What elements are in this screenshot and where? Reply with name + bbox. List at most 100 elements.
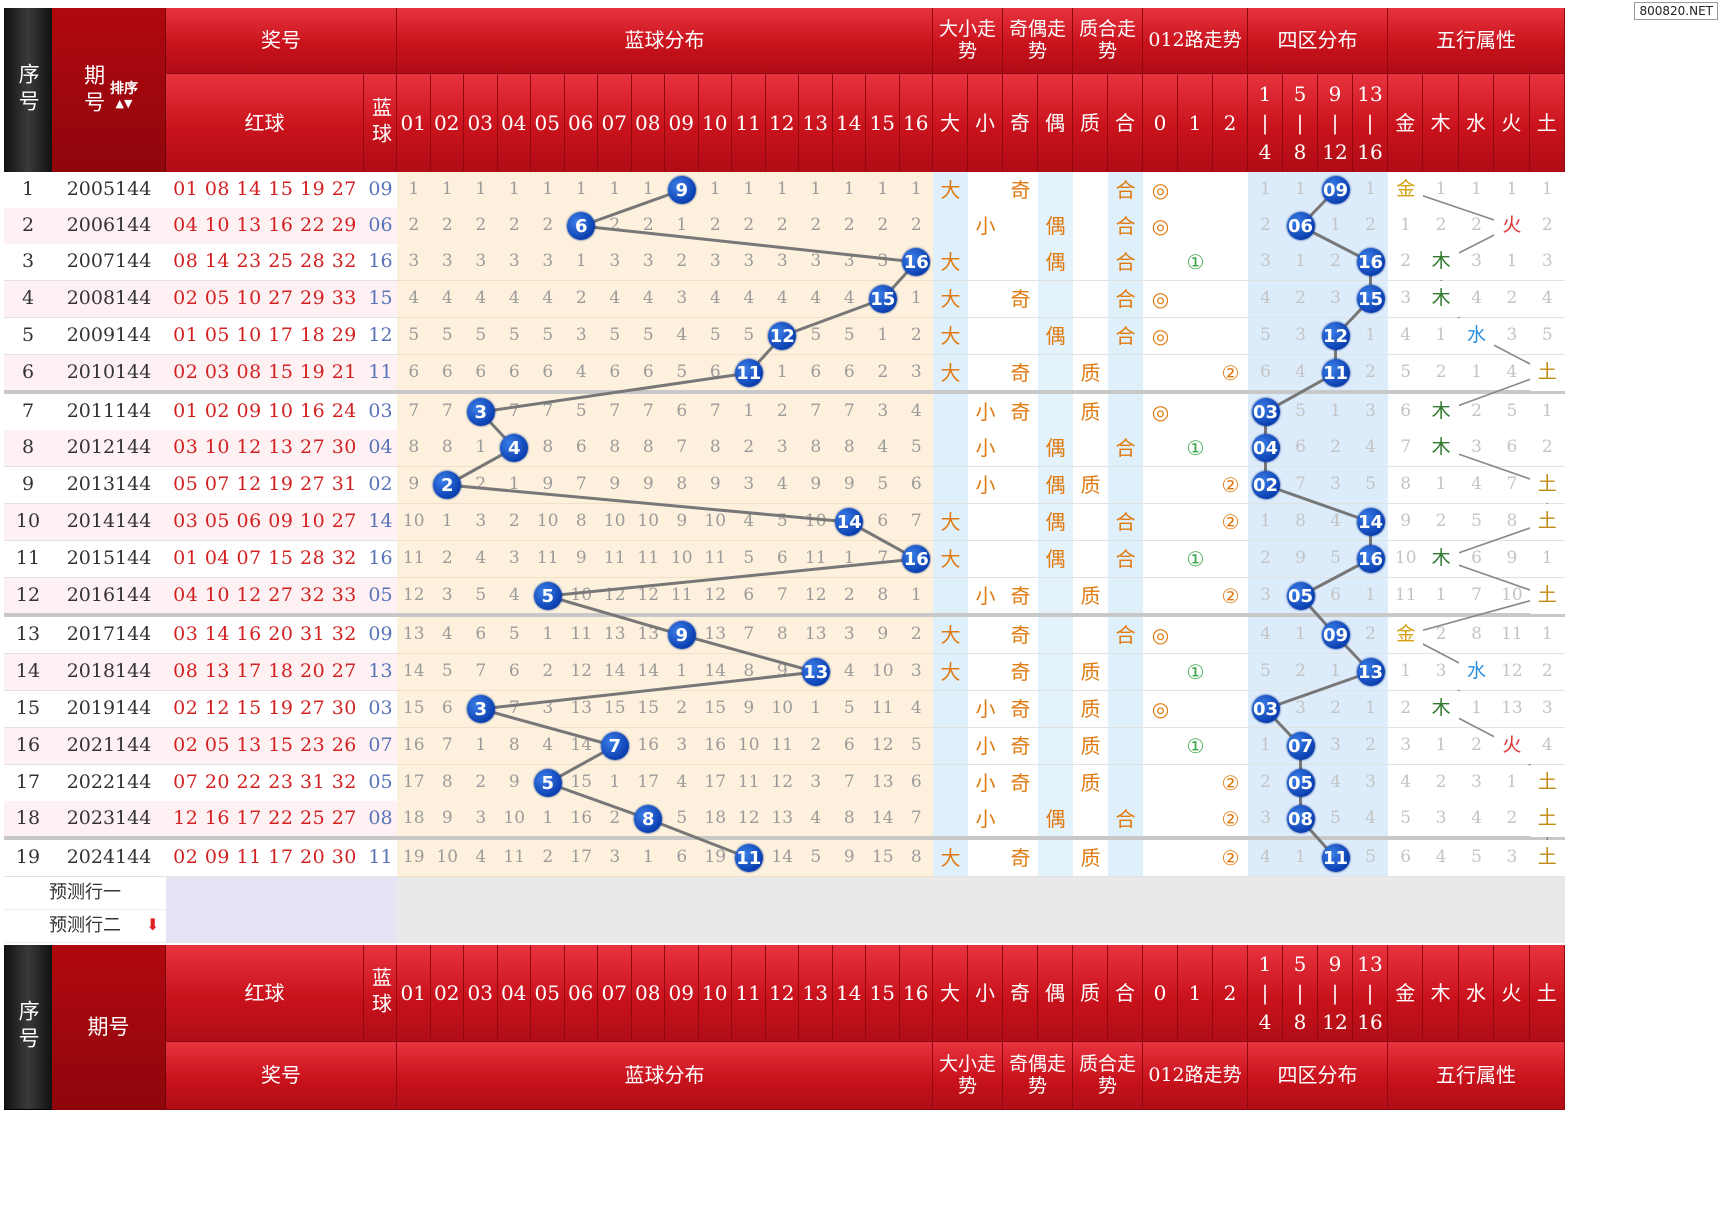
- blue-ball-hit: 13: [801, 658, 830, 686]
- header-route-col-0: 0: [1143, 945, 1178, 1042]
- row-seq: 15: [15, 697, 41, 720]
- zone-miss: 1: [1330, 215, 1341, 236]
- miss-count: 11: [670, 585, 693, 606]
- miss-count: 9: [408, 474, 420, 495]
- miss-count: 2: [810, 735, 822, 756]
- blue-ball-hit: 5: [533, 769, 562, 797]
- header-red: 红球: [166, 74, 364, 173]
- miss-count: 2: [910, 624, 922, 645]
- size-mark: 小: [975, 696, 996, 721]
- wuxing-miss: 4: [1541, 288, 1553, 309]
- miss-count: 2: [441, 215, 453, 236]
- blue-ball-hit: 9: [667, 176, 696, 204]
- group-bg: [1003, 467, 1038, 504]
- wuxing-mark: 土: [1529, 578, 1565, 614]
- miss-count: 8: [609, 437, 621, 458]
- header-ball-11: 11: [732, 945, 766, 1042]
- header-ball-08: 08: [631, 945, 665, 1042]
- miss-count: 13: [570, 698, 593, 719]
- miss-count: 7: [676, 437, 688, 458]
- group-bg: [1038, 467, 1073, 504]
- miss-count: 11: [402, 548, 425, 569]
- miss-count: 3: [810, 251, 822, 272]
- header-zone-part: |: [1296, 110, 1304, 135]
- row-seq: 13: [15, 623, 41, 646]
- wuxing-miss: 5: [1400, 362, 1412, 383]
- row-seq: 12: [15, 584, 41, 607]
- group-bg: [1003, 578, 1038, 615]
- group-bg: [1073, 617, 1108, 654]
- arrow-down-icon[interactable]: ⬇: [146, 915, 160, 934]
- miss-count: 9: [676, 511, 688, 532]
- group-bg: [968, 467, 1003, 504]
- wuxing-miss: 3: [1435, 808, 1447, 829]
- blue-ball-hit: 15: [868, 285, 897, 313]
- parity-mark: 偶: [1045, 806, 1066, 831]
- zone-miss: 1: [1260, 511, 1271, 532]
- parity-mark: 奇: [1010, 177, 1031, 202]
- miss-count: 3: [441, 585, 453, 606]
- miss-count: 13: [637, 624, 660, 645]
- zone-miss: 1: [1295, 179, 1306, 200]
- group-bg: [933, 281, 968, 318]
- miss-count: 4: [508, 585, 520, 606]
- miss-count: 3: [475, 251, 487, 272]
- wuxing-miss: 5: [1471, 847, 1482, 868]
- wuxing-miss: 5: [1400, 808, 1412, 829]
- group-bg: [1003, 801, 1038, 838]
- miss-count: 6: [508, 362, 520, 383]
- header-wx-col-1: 木: [1423, 74, 1459, 173]
- header-zone-col-0: 1 | 4: [1248, 945, 1283, 1042]
- sort-button[interactable]: 排序 ▲▼: [110, 82, 138, 110]
- miss-count: 15: [402, 698, 425, 719]
- header-zone-part: 16: [1357, 1009, 1383, 1034]
- row-blue-ball: 13: [368, 660, 393, 683]
- miss-count: 8: [910, 847, 922, 868]
- parity-mark: 奇: [1010, 583, 1031, 608]
- row-red-balls: 07 20 22 23 31 32: [173, 771, 357, 794]
- group-bg: [1108, 244, 1143, 281]
- miss-count: 2: [910, 215, 922, 236]
- wuxing-miss: 11: [1394, 585, 1417, 606]
- miss-count: 5: [843, 325, 855, 346]
- zone-ball-hit: 11: [1321, 359, 1350, 387]
- miss-count: 4: [575, 362, 587, 383]
- wuxing-miss: 1: [1541, 179, 1553, 200]
- wuxing-miss: 2: [1541, 215, 1553, 236]
- miss-count: 6: [408, 362, 420, 383]
- group-bg: [933, 840, 968, 877]
- predict-row[interactable]: [166, 910, 1565, 944]
- miss-count: 9: [843, 474, 855, 495]
- wuxing-miss: 1: [1541, 624, 1553, 645]
- miss-count: 5: [843, 698, 855, 719]
- miss-count: 10: [704, 511, 727, 532]
- route-mark: ◎: [1151, 323, 1170, 348]
- wuxing-miss: 4: [1471, 808, 1482, 829]
- wuxing-mark: 金: [1388, 617, 1424, 653]
- row-period: 2017144: [66, 623, 152, 646]
- group-bg: [1143, 691, 1248, 728]
- header-zone-part: 1: [1258, 81, 1272, 106]
- row-blue-ball: 09: [368, 178, 393, 201]
- miss-count: 1: [877, 179, 889, 200]
- header-parity: 奇偶走势: [1003, 8, 1073, 74]
- predict-bg: [166, 910, 397, 943]
- predict-row[interactable]: [166, 877, 1565, 911]
- miss-count: 2: [542, 215, 554, 236]
- miss-count: 1: [676, 661, 688, 682]
- miss-count: 14: [704, 661, 727, 682]
- wuxing-mark: 水: [1458, 318, 1495, 354]
- miss-count: 19: [704, 847, 727, 868]
- zone-ball-hit: 15: [1356, 285, 1385, 313]
- zone-ball-hit: 09: [1321, 621, 1350, 649]
- miss-count: 7: [843, 772, 855, 793]
- group-bg: [968, 617, 1003, 654]
- zone-miss: 5: [1260, 325, 1271, 346]
- group-bg: [1108, 318, 1143, 355]
- header-seq: 序号: [4, 945, 52, 1110]
- group-bg: [1038, 208, 1073, 245]
- miss-count: 7: [743, 624, 755, 645]
- prime-mark: 质: [1080, 696, 1101, 721]
- miss-count: 3: [408, 251, 420, 272]
- zone-miss: 2: [1295, 661, 1306, 682]
